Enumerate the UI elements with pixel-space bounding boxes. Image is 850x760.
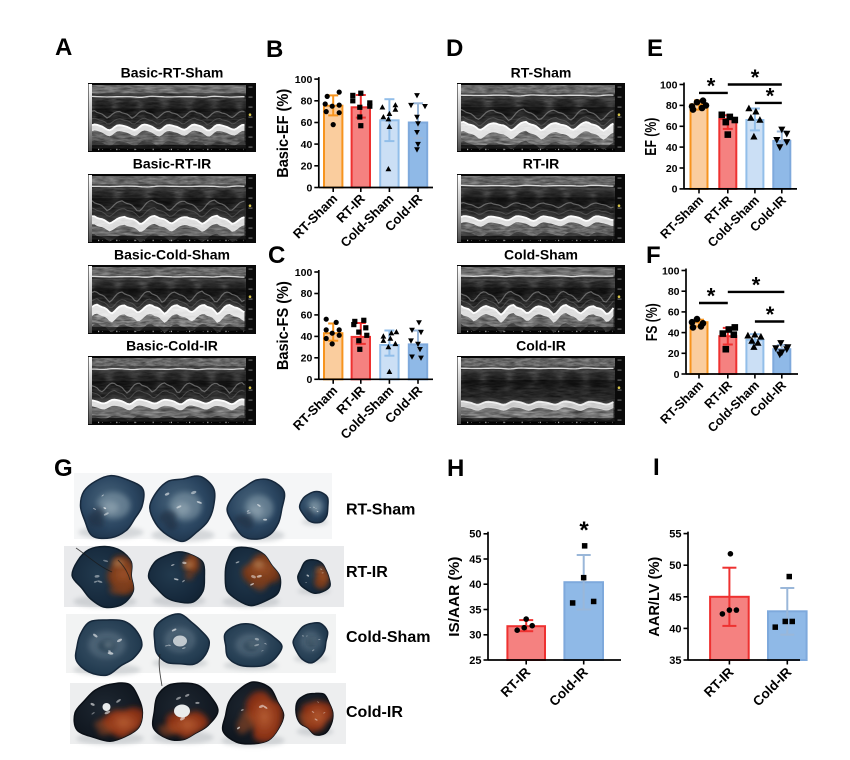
svg-text:Basic-Cold-Sham: Basic-Cold-Sham <box>114 247 230 263</box>
svg-text:Basic-RT-IR: Basic-RT-IR <box>133 156 212 172</box>
svg-text:F: F <box>646 242 661 269</box>
svg-text:55: 55 <box>669 529 681 541</box>
svg-text:Basic-EF (%): Basic-EF (%) <box>275 89 292 178</box>
svg-text:80: 80 <box>668 286 680 298</box>
svg-text:60: 60 <box>301 310 313 322</box>
svg-text:60: 60 <box>666 121 678 133</box>
svg-text:Cold-IR: Cold-IR <box>516 338 566 354</box>
svg-text:80: 80 <box>666 100 678 112</box>
svg-text:*: * <box>766 84 775 109</box>
svg-text:RT-Sham: RT-Sham <box>346 502 415 519</box>
svg-text:25: 25 <box>469 655 481 667</box>
svg-text:FS (%): FS (%) <box>644 303 661 341</box>
svg-text:35: 35 <box>469 605 481 617</box>
svg-text:40: 40 <box>666 142 678 154</box>
svg-text:45: 45 <box>469 554 481 566</box>
svg-text:EF (%): EF (%) <box>643 118 660 156</box>
svg-text:Basic-FS (%): Basic-FS (%) <box>275 281 292 370</box>
svg-text:*: * <box>707 74 716 99</box>
svg-text:0: 0 <box>306 374 312 386</box>
svg-text:40: 40 <box>669 623 681 635</box>
svg-text:30: 30 <box>469 630 481 642</box>
svg-text:80: 80 <box>301 96 313 108</box>
svg-text:D: D <box>446 35 463 62</box>
svg-text:0: 0 <box>674 369 680 381</box>
svg-text:60: 60 <box>301 117 313 129</box>
svg-text:20: 20 <box>666 163 678 175</box>
svg-text:40: 40 <box>301 331 313 343</box>
svg-text:RT-IR: RT-IR <box>346 564 388 581</box>
svg-text:*: * <box>766 302 775 327</box>
svg-text:0: 0 <box>672 184 678 196</box>
svg-text:RT-IR: RT-IR <box>523 156 560 172</box>
svg-text:B: B <box>266 36 283 63</box>
svg-text:AAR/LV (%): AAR/LV (%) <box>646 557 663 637</box>
svg-text:I: I <box>653 454 660 481</box>
svg-text:80: 80 <box>301 288 313 300</box>
svg-text:*: * <box>579 517 589 544</box>
svg-text:35: 35 <box>669 655 681 667</box>
svg-text:100: 100 <box>295 74 313 86</box>
svg-text:G: G <box>54 455 73 482</box>
svg-text:50: 50 <box>469 529 481 541</box>
svg-text:E: E <box>647 35 663 62</box>
svg-text:20: 20 <box>668 348 680 360</box>
svg-text:H: H <box>447 455 464 482</box>
svg-text:Cold-Sham: Cold-Sham <box>346 629 430 646</box>
svg-text:Basic-Cold-IR: Basic-Cold-IR <box>126 338 218 354</box>
svg-text:40: 40 <box>469 579 481 591</box>
svg-text:IS/AAR (%): IS/AAR (%) <box>446 557 463 637</box>
svg-text:50: 50 <box>669 560 681 572</box>
svg-text:RT-Sham: RT-Sham <box>511 65 572 81</box>
svg-text:45: 45 <box>669 592 681 604</box>
svg-text:A: A <box>55 34 72 61</box>
svg-text:Basic-RT-Sham: Basic-RT-Sham <box>121 65 224 81</box>
svg-text:100: 100 <box>295 267 313 279</box>
svg-text:100: 100 <box>660 79 678 91</box>
svg-text:*: * <box>752 273 761 298</box>
svg-text:100: 100 <box>662 265 680 277</box>
svg-text:*: * <box>751 65 760 90</box>
svg-text:Cold-IR: Cold-IR <box>346 704 403 721</box>
svg-text:60: 60 <box>668 307 680 319</box>
svg-text:*: * <box>707 284 716 309</box>
svg-text:0: 0 <box>306 182 312 194</box>
svg-text:40: 40 <box>668 327 680 339</box>
svg-text:Cold-Sham: Cold-Sham <box>504 247 578 263</box>
svg-text:C: C <box>268 242 285 269</box>
svg-text:40: 40 <box>301 139 313 151</box>
svg-text:20: 20 <box>301 353 313 365</box>
svg-text:20: 20 <box>301 161 313 173</box>
